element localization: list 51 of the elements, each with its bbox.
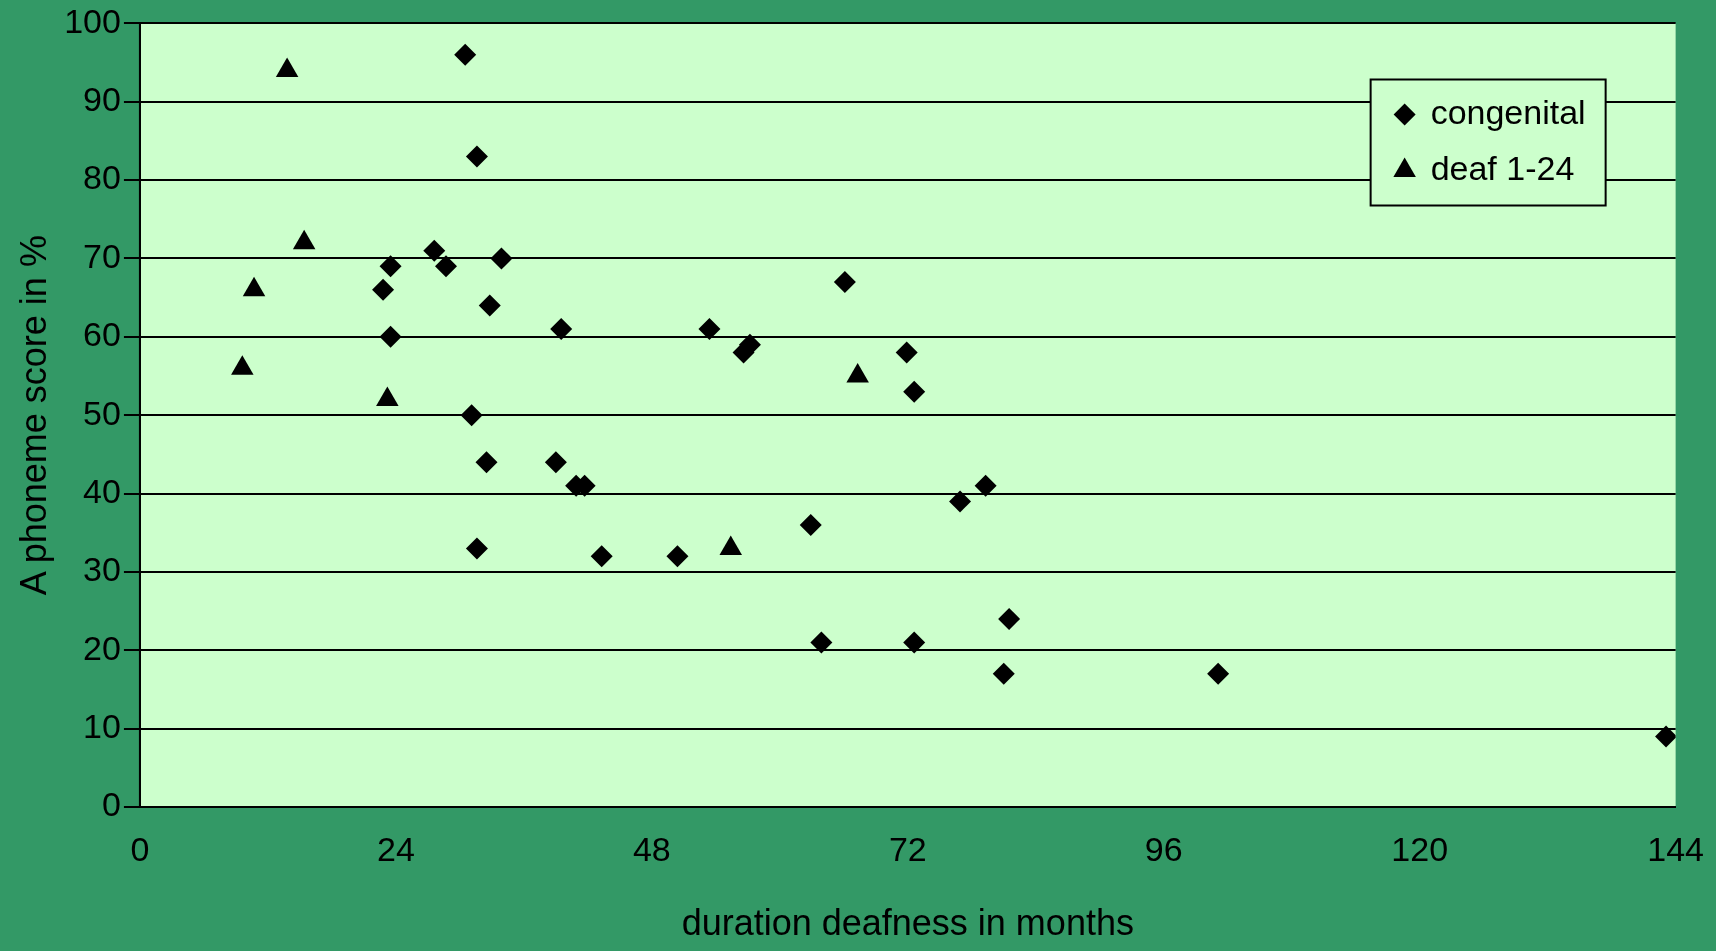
y-tick-label: 100	[64, 1, 121, 40]
point	[372, 278, 395, 301]
point	[666, 545, 689, 568]
point	[974, 474, 997, 497]
x-tick-label: 72	[888, 829, 927, 868]
y-tick-label: 70	[83, 236, 121, 275]
y-tick-label: 50	[83, 393, 121, 432]
y-tick-label: 40	[83, 471, 121, 510]
y-tick-label: 90	[83, 80, 121, 119]
point	[810, 631, 833, 654]
y-tick-label: 30	[83, 550, 121, 589]
y-tick-label: 60	[83, 315, 121, 354]
point	[903, 631, 926, 654]
point	[833, 270, 856, 293]
legend-label: congenital	[1430, 92, 1586, 131]
point	[435, 255, 457, 278]
point	[998, 607, 1021, 630]
y-axis-title: A phoneme score in %	[12, 235, 54, 596]
x-tick-label: 0	[130, 829, 150, 868]
point	[1655, 725, 1676, 748]
y-tick-label: 80	[83, 158, 121, 197]
point	[478, 294, 501, 317]
point	[460, 404, 483, 427]
x-tick-label: 120	[1391, 829, 1449, 868]
point	[1207, 662, 1230, 685]
point	[379, 325, 402, 348]
point	[992, 662, 1015, 685]
point	[465, 145, 488, 168]
point	[799, 513, 822, 536]
point	[895, 341, 918, 364]
y-tick-label: 0	[102, 785, 121, 824]
x-tick-label: 144	[1647, 829, 1704, 868]
point	[423, 239, 446, 262]
y-tick-label: 10	[83, 707, 121, 746]
x-tick-label: 48	[632, 829, 671, 868]
point	[949, 490, 972, 513]
point	[544, 451, 567, 474]
point	[903, 380, 926, 403]
point	[454, 43, 477, 66]
x-axis-title: duration deafness in months	[681, 902, 1134, 944]
point	[465, 537, 488, 560]
x-tick-label: 24	[376, 829, 415, 868]
point	[490, 247, 513, 270]
x-tick-label: 96	[1144, 829, 1183, 868]
point	[475, 451, 498, 474]
point	[550, 318, 573, 340]
point	[590, 545, 613, 568]
legend-label: deaf 1-24	[1430, 148, 1575, 187]
y-tick-label: 20	[83, 628, 121, 667]
point	[698, 318, 721, 340]
point	[379, 255, 402, 278]
